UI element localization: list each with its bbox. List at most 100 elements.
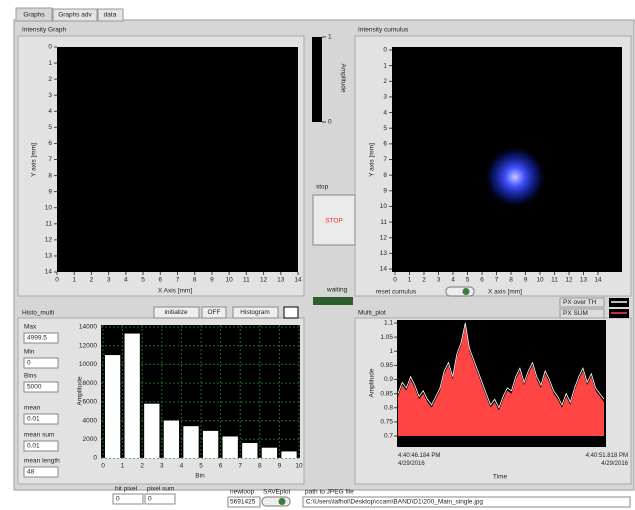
field-label: mean sum: [24, 432, 54, 439]
x-tick-label: 8: [509, 277, 513, 284]
button-text[interactable]: initialize: [164, 309, 188, 316]
y-tick-label: 10: [45, 204, 53, 211]
x-tick-label: 8: [258, 463, 262, 470]
intensity-plot: [57, 47, 298, 272]
x-tick-label: 9: [524, 277, 528, 284]
y-tick-label: 5: [48, 124, 52, 131]
y-axis-label: Y axis [mm]: [369, 143, 376, 177]
x-tick-label: 10: [295, 463, 303, 470]
toggle-label: SAVEplot: [263, 489, 291, 496]
x-tick-label: 2: [90, 277, 94, 284]
x-tick-label: 14: [594, 277, 602, 284]
field-value: 0: [116, 496, 120, 503]
y-tick-label: 0.85: [380, 390, 393, 397]
y-tick-label: 14: [45, 269, 53, 276]
field-value: 0: [148, 496, 152, 503]
y-tick-label: 3: [383, 94, 387, 101]
x-tick-label: 2: [140, 463, 144, 470]
ramp-tick-label: 1: [328, 34, 332, 41]
x-tick-label: 2: [422, 277, 426, 284]
y-tick-label: 11: [45, 221, 52, 228]
toggle-knob: [279, 498, 286, 505]
x-tick-label: 7: [495, 277, 499, 284]
field-value: 5691425: [230, 499, 256, 506]
legend-label: PX over TH: [563, 299, 597, 306]
x-tick-label: 4: [451, 277, 455, 284]
x-tick-label: 8: [193, 277, 197, 284]
panel-title: Multi_plot: [358, 310, 386, 317]
y-tick-label: 1.05: [380, 334, 393, 341]
x-tick-label: 11: [243, 277, 250, 284]
x-tick-label: 4: [124, 277, 128, 284]
y-tick-label: 12000: [79, 342, 97, 349]
y-tick-label: 4: [48, 108, 52, 115]
y-tick-label: 4: [383, 109, 387, 116]
x-axis-label: Bin: [195, 473, 205, 480]
y-tick-label: 5: [383, 125, 387, 132]
y-tick-label: 0: [48, 44, 52, 51]
x-axis-label: Time: [493, 474, 508, 481]
x-tick-label: 12: [565, 277, 573, 284]
y-tick-label: 12: [45, 237, 53, 244]
y-tick-label: 6: [383, 141, 387, 148]
x-tick-label: 5: [199, 463, 203, 470]
bar: [203, 431, 218, 458]
tab-label[interactable]: data: [104, 12, 117, 19]
y-tick-label: 2: [383, 78, 387, 85]
intensity-spot: [483, 145, 547, 209]
y-tick-label: 0: [383, 47, 387, 54]
y-tick-label: 11: [380, 219, 387, 226]
button-text[interactable]: OFF: [208, 309, 221, 316]
x-tick-label: 12: [260, 277, 268, 284]
bar: [223, 436, 238, 458]
field-label: mean length: [24, 458, 60, 465]
y-tick-label: 2000: [83, 436, 98, 443]
y-tick-label: 8: [383, 172, 387, 179]
x-tick-label: 6: [480, 277, 484, 284]
toggle[interactable]: [446, 287, 474, 296]
y-tick-label: 7: [48, 156, 52, 163]
field-value: 0.01: [27, 443, 40, 450]
field-value: 0: [27, 360, 31, 367]
y-tick-label: 0.75: [380, 419, 393, 426]
y-tick-label: 1.1: [384, 320, 393, 327]
y-tick-label: 1: [389, 348, 393, 355]
y-tick-label: 1: [383, 62, 387, 69]
field-label: Min: [24, 349, 35, 356]
button-text[interactable]: Histogram: [240, 309, 270, 316]
x-tick-label: 0: [393, 277, 397, 284]
field-value: 48: [27, 469, 35, 476]
y-tick-label: 1: [48, 60, 52, 67]
y-tick-label: 8000: [83, 380, 98, 387]
x-tick-label: 6: [158, 277, 162, 284]
x-tick-label: 10: [226, 277, 234, 284]
panel-title: Intensity Graph: [22, 27, 66, 34]
stop-button-text[interactable]: STOP: [325, 218, 343, 225]
status-label: waiting: [326, 287, 348, 294]
y-tick-label: 9: [383, 188, 387, 195]
bar: [281, 451, 296, 458]
field-label: Bins: [24, 373, 37, 380]
x-tick-label: 9: [278, 463, 282, 470]
y-axis-label: Amplitude: [369, 368, 376, 397]
screen: Graphs Graphs adv data Intensity Graph I…: [0, 0, 635, 510]
field-value: 0.01: [27, 416, 40, 423]
tab-label[interactable]: Graphs adv: [58, 12, 92, 19]
bar: [125, 334, 140, 458]
x-tick-label: 3: [160, 463, 164, 470]
y-tick-label: 0.7: [384, 433, 393, 440]
x-tick-label: 13: [277, 277, 285, 284]
x-tick-label: 3: [107, 277, 111, 284]
field-label: hit pixel: [115, 486, 138, 493]
x-tick-label: 1: [408, 277, 412, 284]
y-tick-label: 8: [48, 172, 52, 179]
toggle[interactable]: [262, 497, 290, 506]
field-label: path to JPEG file: [305, 489, 354, 496]
y-tick-label: 13: [45, 253, 53, 260]
y-tick-label: 0.8: [384, 404, 393, 411]
field-value: 4999.5: [27, 335, 47, 342]
tab-label[interactable]: Graphs: [23, 12, 45, 19]
field-value: C:\Users\lafhol\Desktop\ccam\BAND\D1\200…: [306, 499, 483, 506]
y-tick-label: 0: [93, 455, 97, 462]
bar: [242, 443, 257, 458]
